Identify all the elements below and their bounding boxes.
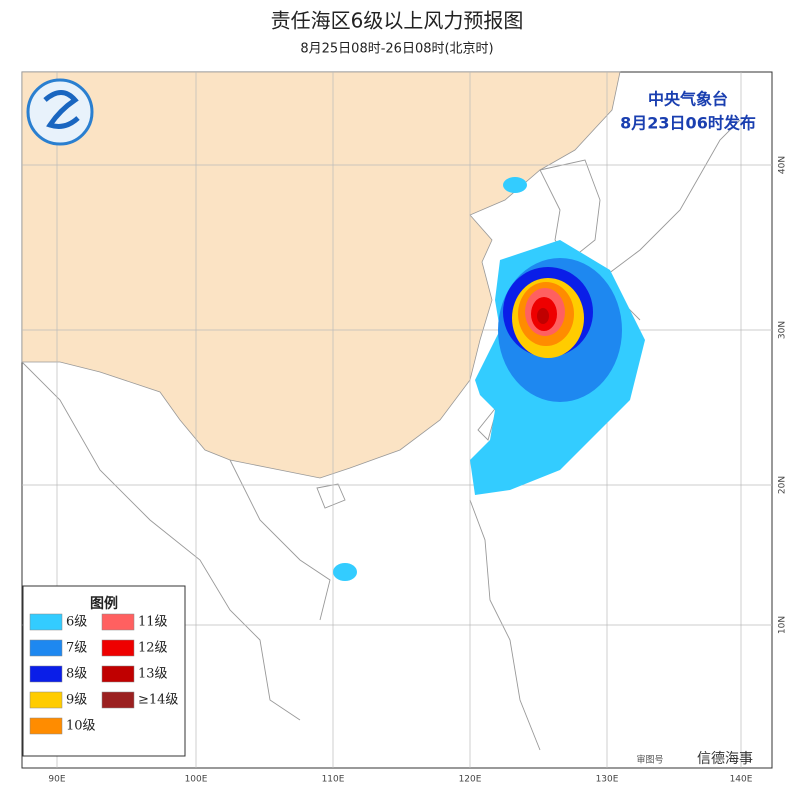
lon-label: 100E — [185, 775, 208, 785]
legend-label: 12级 — [138, 641, 168, 656]
lat-label: 10N — [778, 616, 788, 634]
legend-label: 6级 — [66, 615, 87, 630]
legend-swatch — [101, 613, 135, 631]
legend-label: 8级 — [66, 667, 87, 682]
subtitle: 8月25日08时-26日08时(北京时) — [300, 42, 493, 57]
legend-swatch — [101, 665, 135, 683]
logo — [26, 78, 94, 146]
legend-swatch — [29, 717, 63, 735]
graticule — [22, 72, 772, 768]
lon-label: 130E — [596, 775, 619, 785]
legend: 图例 6级 11级 7级 12级 8级 13级 9级 ≥14级 10级 — [22, 585, 186, 757]
axis-labels: 90E 100E 110E 120E 130E 140E 40N 30N 20N 10N — [48, 156, 787, 785]
legend-label: 7级 — [66, 641, 87, 656]
legend-swatch — [29, 691, 63, 709]
wind-areas — [333, 177, 645, 581]
lat-label: 20N — [778, 476, 788, 494]
lon-label: 110E — [322, 775, 345, 785]
approval-number: 审图号 — [636, 754, 663, 766]
issue-time: 8月23日06时发布 — [620, 114, 756, 133]
agency: 中央气象台 — [648, 90, 728, 109]
legend-swatch — [29, 665, 63, 683]
legend-label: 9级 — [66, 693, 87, 708]
legend-label: ≥14级 — [138, 693, 178, 708]
watermark: 信德海事 — [697, 751, 753, 767]
lat-label: 40N — [778, 156, 788, 174]
legend-swatch — [29, 639, 63, 657]
title: 责任海区6级以上风力预报图 — [271, 9, 524, 33]
legend-swatch — [29, 613, 63, 631]
legend-label: 11级 — [138, 615, 168, 630]
lon-label: 140E — [730, 775, 753, 785]
lon-label: 120E — [459, 775, 482, 785]
legend-swatch — [101, 639, 135, 657]
legend-label: 10级 — [66, 719, 96, 734]
legend-title: 图例 — [90, 595, 118, 612]
lat-label: 30N — [778, 321, 788, 339]
lon-label: 90E — [48, 775, 65, 785]
legend-swatch — [101, 691, 135, 709]
legend-label: 13级 — [138, 667, 168, 682]
